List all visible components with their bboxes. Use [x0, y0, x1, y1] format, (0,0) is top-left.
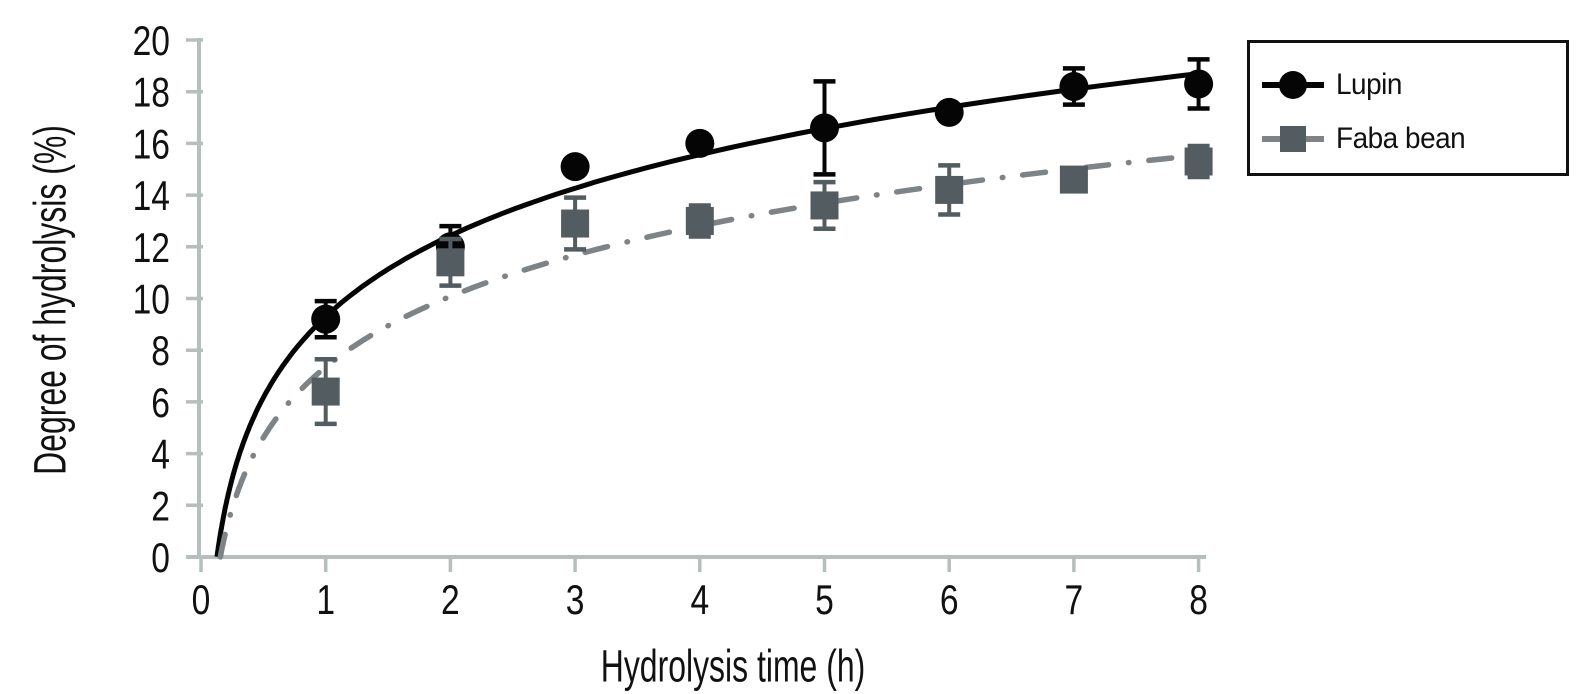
data-point-lupin: [1059, 72, 1089, 102]
x-tick-label: 2: [441, 578, 460, 624]
data-point-faba-bean: [810, 191, 839, 220]
data-point-faba-bean: [561, 209, 590, 238]
data-point-lupin: [685, 128, 715, 158]
y-tick-label: 12: [133, 225, 170, 271]
faba-bean-legend-marker: [1262, 122, 1324, 156]
y-tick-label: 14: [133, 174, 170, 220]
x-tick-label: 7: [1065, 578, 1084, 624]
legend-item-lupin: Lupin: [1262, 68, 1407, 102]
y-tick-label: 6: [151, 380, 170, 426]
data-point-lupin: [1184, 69, 1214, 99]
square-marker-icon: [1280, 126, 1306, 152]
x-tick-label: 1: [316, 578, 335, 624]
legend-item-faba-bean: Faba bean: [1262, 122, 1475, 156]
y-tick-label: 18: [133, 70, 170, 116]
data-point-faba-bean: [436, 248, 465, 277]
data-point-lupin: [810, 113, 839, 143]
data-point-faba-bean: [1184, 147, 1213, 176]
y-tick-label: 2: [151, 484, 170, 530]
x-tick-label: 6: [940, 578, 959, 624]
legend-label-faba-bean: Faba bean: [1336, 122, 1466, 155]
x-axis-title: Hydrolysis time (h): [600, 640, 866, 692]
data-point-lupin: [311, 304, 341, 334]
lupin-legend-marker: [1262, 68, 1324, 102]
y-tick-label: 10: [133, 277, 170, 323]
data-point-lupin: [560, 152, 590, 182]
y-tick-label: 20: [133, 19, 170, 65]
x-tick-label: 8: [1189, 578, 1208, 624]
data-point-faba-bean: [685, 206, 714, 235]
x-tick-label: 3: [566, 578, 585, 624]
circle-marker-icon: [1279, 71, 1307, 99]
y-tick-label: 4: [151, 432, 170, 478]
x-tick-label: 5: [815, 578, 834, 624]
y-tick-label: 0: [151, 536, 170, 582]
legend: Lupin Faba bean: [1247, 40, 1569, 176]
trend-line-faba-bean: [217, 151, 1208, 560]
y-axis-title: Degree of hydrolysis (%): [24, 125, 76, 475]
y-tick-label: 8: [151, 329, 170, 375]
data-point-lupin: [934, 97, 964, 127]
data-point-faba-bean: [311, 377, 340, 406]
y-tick-label: 16: [133, 122, 170, 168]
x-tick-label: 4: [690, 578, 709, 624]
legend-label-lupin: Lupin: [1336, 68, 1402, 101]
data-point-faba-bean: [1059, 165, 1088, 194]
data-point-faba-bean: [935, 175, 964, 204]
x-tick-label: 0: [192, 578, 211, 624]
